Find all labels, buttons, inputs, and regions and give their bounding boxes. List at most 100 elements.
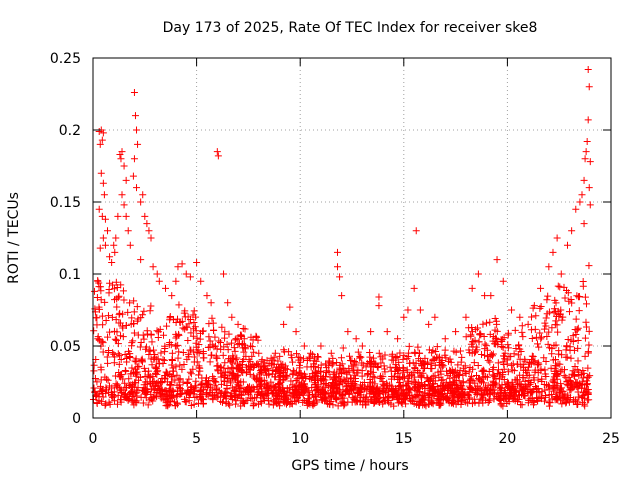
data-point-dense bbox=[209, 319, 217, 327]
data-point-dense bbox=[355, 386, 363, 394]
data-point-dense bbox=[464, 399, 472, 407]
data-point-dense bbox=[585, 262, 593, 270]
data-point-dense bbox=[173, 381, 181, 389]
data-point-dense bbox=[475, 375, 483, 383]
data-point bbox=[112, 234, 120, 242]
data-point bbox=[568, 227, 576, 235]
data-point-dense bbox=[439, 376, 447, 384]
data-point-dense bbox=[366, 348, 374, 356]
data-point-dense bbox=[104, 359, 112, 367]
data-point-dense bbox=[446, 366, 454, 374]
data-point-dense bbox=[230, 371, 238, 379]
data-point-dense bbox=[454, 361, 462, 369]
data-point-dense bbox=[545, 328, 553, 336]
data-point-dense bbox=[472, 348, 480, 356]
data-point-dense bbox=[421, 381, 429, 389]
data-point-dense bbox=[581, 352, 589, 360]
data-point-dense bbox=[582, 300, 590, 308]
data-point-dense bbox=[287, 377, 295, 385]
data-point bbox=[333, 263, 341, 271]
data-point-dense bbox=[242, 352, 250, 360]
data-point-dense bbox=[527, 313, 535, 321]
data-point-dense bbox=[537, 303, 545, 311]
data-point-dense bbox=[128, 397, 136, 405]
data-point-dense bbox=[195, 364, 203, 372]
data-point-dense bbox=[116, 384, 124, 392]
data-point-dense bbox=[536, 304, 544, 312]
data-point-dense bbox=[551, 355, 559, 363]
data-point bbox=[99, 234, 107, 242]
data-point bbox=[172, 277, 180, 285]
data-point-dense bbox=[430, 380, 438, 388]
data-point-dense bbox=[513, 360, 521, 368]
data-point bbox=[182, 270, 190, 278]
data-point-dense bbox=[472, 326, 480, 334]
data-point-dense bbox=[555, 313, 563, 321]
data-point-dense bbox=[398, 400, 406, 408]
data-point-dense bbox=[95, 336, 103, 344]
data-point bbox=[197, 277, 205, 285]
data-point-dense bbox=[260, 365, 268, 373]
data-point-dense bbox=[519, 333, 527, 341]
data-point-dense bbox=[231, 336, 239, 344]
data-point-dense bbox=[129, 320, 137, 328]
data-point-dense bbox=[146, 374, 154, 382]
data-point-dense bbox=[545, 398, 553, 406]
data-point-dense bbox=[574, 336, 582, 344]
data-point-dense bbox=[486, 318, 494, 326]
data-point-dense bbox=[405, 372, 413, 380]
data-point-dense bbox=[160, 356, 168, 364]
data-point-dense bbox=[383, 379, 391, 387]
data-point-dense bbox=[148, 338, 156, 346]
data-point bbox=[207, 299, 215, 307]
data-point-dense bbox=[245, 383, 253, 391]
data-point-dense bbox=[309, 401, 317, 409]
data-point-dense bbox=[485, 397, 493, 405]
data-point-dense bbox=[232, 335, 240, 343]
data-point-dense bbox=[207, 384, 215, 392]
data-point-dense bbox=[403, 354, 411, 362]
data-point-dense bbox=[325, 381, 333, 389]
data-point-dense bbox=[473, 372, 481, 380]
data-point-dense bbox=[436, 359, 444, 367]
data-point-dense bbox=[286, 384, 294, 392]
data-point-dense bbox=[341, 400, 349, 408]
y-tick-labels: 0 0.05 0.1 0.15 0.2 0.25 bbox=[50, 51, 81, 427]
data-point-dense bbox=[180, 309, 188, 317]
data-point-dense bbox=[410, 378, 418, 386]
data-point-dense bbox=[335, 373, 343, 381]
data-point-dense bbox=[234, 341, 242, 349]
data-point-dense bbox=[538, 388, 546, 396]
data-point-dense bbox=[444, 372, 452, 380]
data-point-dense bbox=[153, 327, 161, 335]
data-point bbox=[383, 328, 391, 336]
data-point-dense bbox=[554, 394, 562, 402]
data-point-dense bbox=[144, 401, 152, 409]
y-tick-label: 0.1 bbox=[59, 267, 81, 283]
data-point-dense bbox=[534, 376, 542, 384]
data-point bbox=[149, 263, 157, 271]
data-point-dense bbox=[337, 354, 345, 362]
data-point-dense bbox=[558, 384, 566, 392]
data-point bbox=[101, 241, 109, 249]
data-point-dense bbox=[542, 322, 550, 330]
data-point-dense bbox=[574, 357, 582, 365]
data-point-dense bbox=[530, 374, 538, 382]
data-point-dense bbox=[157, 349, 165, 357]
data-point bbox=[133, 126, 141, 134]
data-point-dense bbox=[235, 339, 243, 347]
data-point bbox=[155, 277, 163, 285]
data-point-dense bbox=[535, 343, 543, 351]
data-point-dense bbox=[199, 400, 207, 408]
data-point-dense bbox=[492, 335, 500, 343]
data-point-dense bbox=[369, 354, 377, 362]
data-point-dense bbox=[304, 395, 312, 403]
data-point-dense bbox=[467, 385, 475, 393]
data-point-dense bbox=[282, 371, 290, 379]
data-point bbox=[108, 258, 116, 266]
data-point bbox=[174, 263, 182, 271]
data-point-dense bbox=[370, 399, 378, 407]
data-point-dense bbox=[90, 287, 98, 295]
data-point bbox=[352, 335, 360, 343]
data-point-dense bbox=[544, 340, 552, 348]
